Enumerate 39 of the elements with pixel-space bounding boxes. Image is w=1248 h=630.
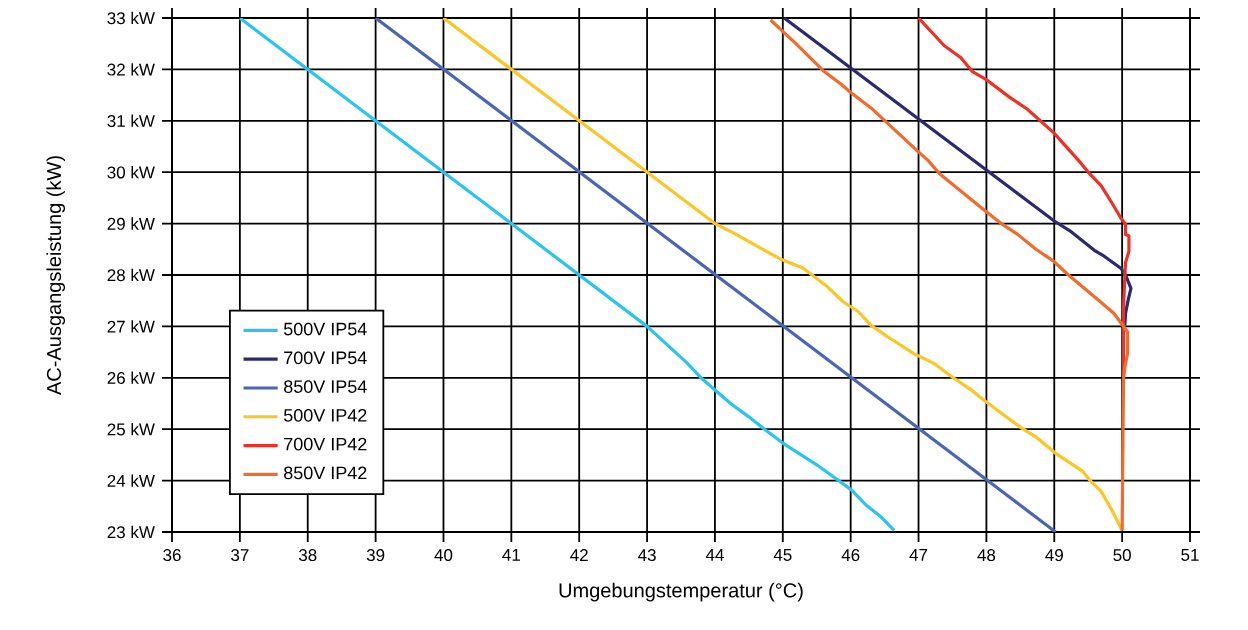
y-tick-label: 26 kW: [107, 371, 155, 385]
x-tick-label: 40: [434, 549, 453, 562]
line-series: [441, 17, 1124, 532]
x-tick-label: 44: [705, 549, 724, 561]
y-axis-title: AC-Ausgangsleistung (kW): [46, 156, 66, 395]
x-tick-label: 42: [570, 549, 588, 561]
legend-label: 500V IP42: [283, 408, 367, 422]
x-tick-label: 47: [909, 549, 928, 561]
x-tick-label: 45: [773, 549, 792, 561]
legend-label: 850V IP42: [284, 466, 367, 480]
y-tick-label: 30 kW: [107, 165, 155, 179]
y-tick-label: 31 kW: [107, 114, 155, 128]
x-tick-label: 41: [502, 549, 520, 561]
x-tick-label: 48: [977, 549, 996, 562]
x-tick-label: 49: [1045, 549, 1063, 562]
legend-label: 700V IP42: [284, 437, 367, 451]
y-tick-label: 28 kW: [107, 268, 155, 282]
y-tick-label: 24 kW: [107, 474, 155, 487]
y-tick-label: 33 kW: [107, 11, 155, 25]
y-tick-label: 27 kW: [107, 320, 155, 333]
x-tick-label: 46: [841, 549, 860, 562]
line-series: [782, 17, 1133, 327]
line-series: [238, 17, 896, 532]
x-tick-label: 51: [1181, 549, 1199, 561]
x-tick-label: 38: [298, 549, 317, 562]
y-tick-label: 32 kW: [107, 63, 155, 76]
legend-label: 850V IP54: [284, 380, 367, 393]
y-tick-label: 23 kW: [107, 525, 155, 539]
x-tick-label: 39: [366, 549, 385, 562]
line-series: [768, 18, 1130, 532]
legend-label: 700V IP54: [284, 351, 367, 365]
x-axis-title: Umgebungstemperatur (°C): [559, 582, 803, 602]
x-tick-label: 50: [1113, 549, 1131, 562]
x-tick-label: 36: [163, 549, 181, 562]
x-tick-label: 37: [231, 549, 249, 562]
y-tick-label: 25 kW: [107, 422, 155, 436]
legend-label: 500V IP54: [283, 322, 367, 336]
y-tick-label: 29 kW: [107, 217, 155, 230]
x-tick-label: 43: [637, 549, 656, 562]
